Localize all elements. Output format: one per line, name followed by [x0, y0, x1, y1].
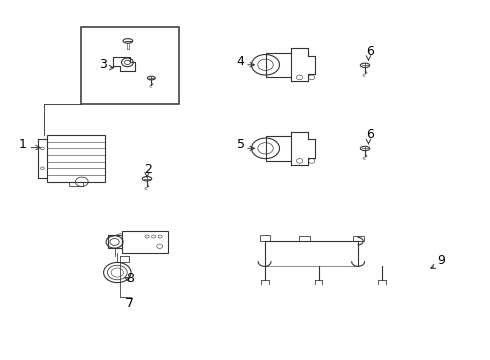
Bar: [299, 236, 310, 241]
Text: 7: 7: [126, 297, 134, 310]
Bar: [266, 53, 291, 77]
Text: 8: 8: [126, 271, 134, 284]
Bar: [266, 136, 291, 161]
Text: 6: 6: [367, 45, 374, 58]
Bar: [47, 135, 105, 182]
Text: 1: 1: [19, 138, 26, 150]
Text: 9: 9: [438, 253, 445, 266]
Text: 6: 6: [367, 128, 374, 141]
Bar: [108, 235, 122, 248]
Bar: [81, 27, 179, 104]
Text: 3: 3: [99, 58, 107, 71]
Bar: [69, 182, 83, 186]
Bar: [353, 236, 364, 241]
Text: 2: 2: [145, 163, 152, 176]
Text: 5: 5: [237, 138, 245, 151]
Bar: [260, 235, 270, 241]
Bar: [122, 231, 168, 253]
Text: 4: 4: [237, 55, 245, 68]
